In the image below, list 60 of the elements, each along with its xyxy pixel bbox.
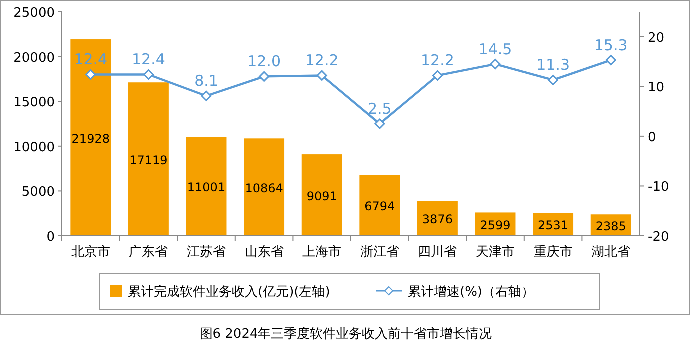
data-label: 10864 (245, 181, 284, 196)
x-tick-label: 四川省 (418, 245, 458, 260)
x-tick-label: 天津市 (476, 245, 515, 260)
y2-tick-label: 0 (648, 130, 656, 146)
point (432, 70, 443, 81)
data-label: 12.4 (74, 50, 108, 69)
x-tick-label: 北京市 (71, 245, 110, 260)
data-label: 14.5 (478, 40, 512, 58)
point (259, 71, 270, 82)
point (374, 118, 386, 130)
y-tick-label: 0 (46, 230, 55, 245)
point (86, 69, 96, 80)
bar (244, 138, 285, 236)
data-label: 3876 (422, 212, 453, 227)
bar (70, 40, 112, 236)
caption: 图6 2024年三季度软件业务收入前十省市增长情况 (200, 326, 492, 342)
y-tick-label: 20000 (14, 50, 55, 66)
data-label: 2.5 (368, 100, 392, 118)
data-label: 11.3 (536, 56, 570, 74)
data-label: 2385 (596, 219, 626, 234)
y-tick-label: 15000 (14, 96, 55, 111)
point (490, 59, 501, 70)
y2-tick-label: 10 (648, 80, 665, 96)
x-tick-label: 上海市 (302, 245, 342, 260)
y2-tick-label: 20 (648, 30, 665, 46)
bar (128, 82, 169, 236)
y2-tick-label: -10 (648, 180, 670, 196)
data-label: 12.2 (420, 52, 454, 70)
data-label: 21928 (72, 132, 110, 146)
y-tick-label: 10000 (14, 140, 55, 156)
data-label: 11001 (187, 180, 226, 195)
x-tick-label: 广东省 (129, 245, 168, 260)
x-tick-label: 浙江省 (360, 245, 400, 260)
point (316, 70, 328, 81)
data-label: 2531 (538, 218, 569, 233)
data-label: 8.1 (194, 72, 218, 90)
x-tick-label: 山东省 (244, 245, 284, 260)
point (606, 55, 616, 66)
data-label: 9091 (306, 189, 338, 204)
y2-tick-label: -20 (648, 230, 670, 245)
x-tick-label: 江苏省 (187, 245, 226, 260)
data-label: 12.0 (248, 52, 282, 71)
y-tick-label: 5000 (22, 185, 55, 200)
data-label: 17119 (130, 153, 168, 168)
bar (186, 137, 227, 236)
data-label: 6794 (364, 200, 396, 214)
x-tick-label: 重庆市 (534, 245, 573, 260)
x-tick-label: 湖北省 (592, 245, 631, 260)
data-label: 2599 (480, 218, 511, 232)
y-tick-label: 25000 (14, 6, 55, 21)
legend-label: 累计完成软件业务收入(亿元)(左轴) (128, 284, 330, 300)
point (143, 69, 154, 80)
data-label: 12.2 (305, 52, 339, 70)
bar (360, 175, 400, 236)
point (548, 74, 559, 86)
legend-label: 累计增速(%)（右轴） (408, 285, 534, 300)
bar (302, 154, 342, 236)
point (201, 90, 212, 102)
data-label: 15.3 (594, 36, 628, 54)
data-label: 12.4 (132, 50, 166, 69)
